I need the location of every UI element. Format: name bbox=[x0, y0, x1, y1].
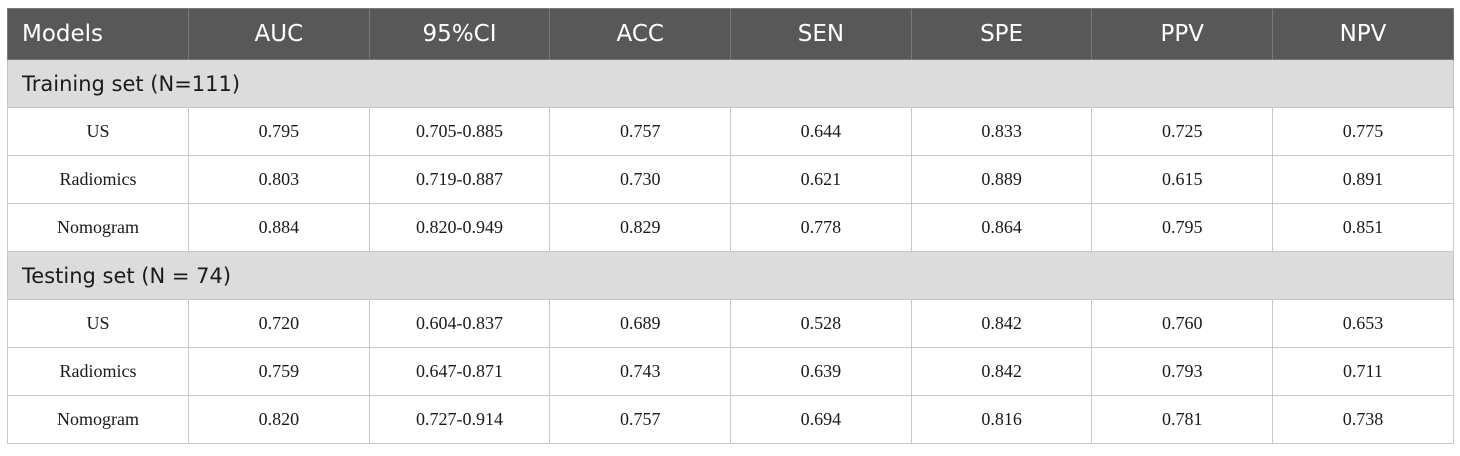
cell-npv: 0.711 bbox=[1272, 347, 1454, 396]
cell-95ci: 0.647-0.871 bbox=[368, 347, 551, 396]
cell-ppv: 0.760 bbox=[1091, 299, 1274, 348]
header-spe: SPE bbox=[910, 8, 1093, 60]
cell-auc: 0.759 bbox=[188, 347, 370, 396]
cell-npv: 0.851 bbox=[1272, 203, 1454, 252]
cell-auc: 0.795 bbox=[188, 107, 370, 156]
cell-95ci: 0.604-0.837 bbox=[368, 299, 551, 348]
cell-spe: 0.889 bbox=[910, 155, 1093, 204]
cell-ppv: 0.781 bbox=[1091, 395, 1274, 444]
header-sen: SEN bbox=[730, 8, 912, 60]
table-row: Radiomics 0.803 0.719-0.887 0.730 0.621 … bbox=[7, 155, 1454, 204]
section-row-testing: Testing set (N = 74) bbox=[7, 251, 1454, 300]
cell-95ci: 0.719-0.887 bbox=[368, 155, 551, 204]
cell-auc: 0.803 bbox=[188, 155, 370, 204]
table-row: Nomogram 0.820 0.727-0.914 0.757 0.694 0… bbox=[7, 395, 1454, 444]
cell-npv: 0.775 bbox=[1272, 107, 1454, 156]
cell-sen: 0.694 bbox=[730, 395, 912, 444]
cell-model: US bbox=[7, 299, 189, 348]
cell-acc: 0.730 bbox=[549, 155, 732, 204]
cell-auc: 0.884 bbox=[188, 203, 370, 252]
cell-95ci: 0.727-0.914 bbox=[368, 395, 551, 444]
cell-model: US bbox=[7, 107, 189, 156]
cell-ppv: 0.795 bbox=[1091, 203, 1274, 252]
table-row: US 0.795 0.705-0.885 0.757 0.644 0.833 0… bbox=[7, 107, 1454, 156]
cell-spe: 0.842 bbox=[910, 347, 1093, 396]
cell-acc: 0.829 bbox=[549, 203, 732, 252]
cell-sen: 0.778 bbox=[730, 203, 912, 252]
cell-ppv: 0.615 bbox=[1091, 155, 1274, 204]
cell-auc: 0.720 bbox=[188, 299, 370, 348]
cell-sen: 0.528 bbox=[730, 299, 912, 348]
cell-acc: 0.757 bbox=[549, 107, 732, 156]
section-row-training: Training set (N=111) bbox=[7, 59, 1454, 108]
header-models: Models bbox=[7, 8, 189, 60]
cell-model: Radiomics bbox=[7, 347, 189, 396]
cell-sen: 0.644 bbox=[730, 107, 912, 156]
cell-ppv: 0.793 bbox=[1091, 347, 1274, 396]
cell-model: Nomogram bbox=[7, 203, 189, 252]
cell-spe: 0.864 bbox=[910, 203, 1093, 252]
cell-model: Radiomics bbox=[7, 155, 189, 204]
section-title-testing: Testing set (N = 74) bbox=[7, 251, 1454, 300]
cell-95ci: 0.820-0.949 bbox=[368, 203, 551, 252]
cell-npv: 0.891 bbox=[1272, 155, 1454, 204]
header-auc: AUC bbox=[188, 8, 370, 60]
cell-spe: 0.816 bbox=[910, 395, 1093, 444]
cell-acc: 0.689 bbox=[549, 299, 732, 348]
cell-npv: 0.653 bbox=[1272, 299, 1454, 348]
header-95ci: 95%CI bbox=[368, 8, 551, 60]
cell-sen: 0.639 bbox=[730, 347, 912, 396]
table-row: Radiomics 0.759 0.647-0.871 0.743 0.639 … bbox=[7, 347, 1454, 396]
cell-auc: 0.820 bbox=[188, 395, 370, 444]
cell-ppv: 0.725 bbox=[1091, 107, 1274, 156]
cell-spe: 0.842 bbox=[910, 299, 1093, 348]
header-npv: NPV bbox=[1272, 8, 1454, 60]
cell-acc: 0.743 bbox=[549, 347, 732, 396]
cell-model: Nomogram bbox=[7, 395, 189, 444]
cell-npv: 0.738 bbox=[1272, 395, 1454, 444]
section-title-training: Training set (N=111) bbox=[7, 59, 1454, 108]
model-performance-table: Models AUC 95%CI ACC SEN SPE PPV NPV Tra… bbox=[7, 8, 1454, 444]
cell-95ci: 0.705-0.885 bbox=[368, 107, 551, 156]
table-row: US 0.720 0.604-0.837 0.689 0.528 0.842 0… bbox=[7, 299, 1454, 348]
header-row: Models AUC 95%CI ACC SEN SPE PPV NPV bbox=[7, 8, 1454, 60]
table-row: Nomogram 0.884 0.820-0.949 0.829 0.778 0… bbox=[7, 203, 1454, 252]
cell-acc: 0.757 bbox=[549, 395, 732, 444]
model-performance-table-container: Models AUC 95%CI ACC SEN SPE PPV NPV Tra… bbox=[7, 8, 1454, 444]
cell-spe: 0.833 bbox=[910, 107, 1093, 156]
header-ppv: PPV bbox=[1091, 8, 1274, 60]
header-acc: ACC bbox=[549, 8, 732, 60]
cell-sen: 0.621 bbox=[730, 155, 912, 204]
